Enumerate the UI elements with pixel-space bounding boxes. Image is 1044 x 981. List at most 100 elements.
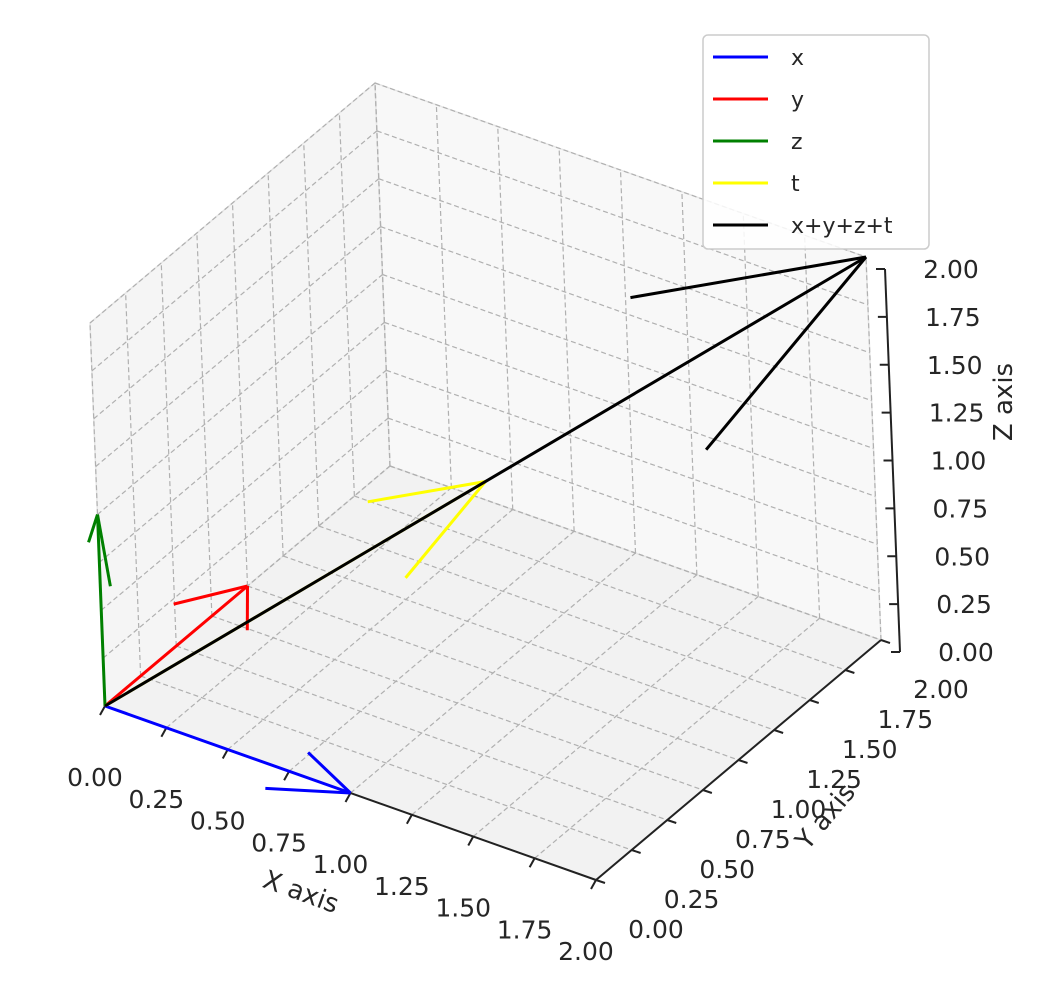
grid-line [378, 178, 870, 354]
grid-line [91, 130, 378, 372]
z-tick-label: 0.75 [933, 494, 989, 523]
x-tick-label: 1.00 [313, 850, 369, 879]
z-axis-label: Z axis [989, 363, 1019, 441]
vector-z [87, 514, 112, 707]
tick-labels: 0.000.250.500.751.001.251.501.752.000.00… [67, 255, 994, 966]
x-tick [467, 836, 475, 846]
vector-head [704, 256, 868, 451]
y-tick-label: 0.50 [699, 855, 755, 884]
x-tick-label: 0.00 [67, 763, 123, 792]
legend-entry: x+y+z+t [713, 214, 893, 239]
grid-line [176, 645, 668, 821]
y-tick [809, 699, 820, 704]
y-tick [595, 879, 606, 884]
grid-line [382, 273, 874, 450]
x-tick-label: 1.25 [374, 872, 430, 901]
vector-shaft [104, 255, 867, 708]
y-tick [845, 669, 855, 674]
z-tick-label: 1.75 [925, 303, 981, 332]
y-tick [666, 819, 677, 824]
grid-line [534, 617, 821, 859]
z-tick-label: 0.00 [938, 638, 994, 667]
vector-head [630, 255, 867, 300]
grid-line [472, 596, 759, 837]
y-tick-label: 2.00 [913, 675, 969, 704]
x-tick [221, 749, 229, 759]
y-tick [738, 759, 748, 764]
legend-box [702, 34, 930, 250]
legend-label: x+y+z+t [791, 214, 893, 239]
grid-line [389, 465, 882, 641]
x-tick [590, 879, 597, 890]
x-tick [406, 814, 413, 825]
grid-line [354, 495, 846, 671]
vector-arrows [87, 255, 868, 795]
y-tick-label: 0.00 [628, 915, 684, 944]
legend-label: t [791, 172, 800, 197]
grid-line [387, 417, 880, 593]
vector-head [307, 751, 352, 795]
y-tick-label: 0.25 [664, 885, 720, 914]
grid-line [102, 417, 389, 659]
x-tick-label: 2.00 [558, 937, 614, 966]
vector-head [404, 480, 487, 579]
y-tick [880, 639, 891, 644]
vector-head [367, 480, 486, 504]
legend-entry: t [713, 172, 800, 197]
grid-line [247, 585, 739, 761]
grid-line [384, 321, 876, 497]
z-tick-label: 1.50 [927, 351, 983, 380]
grid-line [411, 574, 698, 816]
z-tick-label: 0.50 [934, 542, 990, 571]
x-tick-label: 0.25 [129, 785, 185, 814]
grid-line [380, 226, 872, 402]
grid-line [93, 178, 380, 420]
z-tick-label: 1.25 [929, 399, 985, 428]
x-tick-label: 0.75 [251, 828, 307, 857]
vector-shaft [104, 584, 249, 708]
vector-head [173, 584, 248, 606]
z-tick-label: 2.00 [923, 255, 979, 284]
grid-line [98, 321, 385, 563]
grid-line [282, 555, 775, 731]
grid-line [386, 369, 878, 545]
grid-line [89, 82, 376, 324]
x-tick [160, 727, 168, 738]
legend-label: z [791, 130, 803, 155]
x-tick [283, 770, 290, 781]
grid-line [140, 675, 632, 851]
vector-x [104, 704, 352, 795]
x-tick-label: 1.75 [497, 915, 553, 944]
x-tick [528, 857, 536, 868]
vector-shaft [104, 704, 352, 795]
y-tick-label: 1.00 [771, 795, 827, 824]
z-tick-label: 1.00 [931, 447, 987, 476]
vector-x-y-z-t [104, 255, 868, 708]
grid-line [100, 369, 387, 611]
legend-label: x [791, 46, 804, 71]
z-tick-label: 0.25 [936, 590, 992, 619]
legend-entry: z [713, 130, 803, 155]
grid-line [95, 226, 382, 468]
vector-head [87, 514, 99, 543]
vector-shaft [96, 514, 107, 707]
vector-head [265, 786, 351, 795]
y-tick-label: 0.75 [735, 825, 791, 854]
grid-line [318, 525, 810, 701]
x-tick [344, 792, 352, 803]
y-tick-label: 1.25 [806, 765, 862, 794]
legend-entry: x [713, 46, 804, 71]
grid-line [376, 130, 869, 306]
x-tick-label: 0.50 [190, 807, 246, 836]
y-tick [631, 849, 641, 854]
x-tick [99, 705, 106, 716]
vector-head [96, 514, 112, 587]
legend-entry: y [713, 88, 804, 113]
y-tick-label: 1.75 [878, 705, 934, 734]
x-tick-label: 1.50 [435, 894, 491, 923]
y-tick [773, 729, 784, 734]
y-tick-label: 1.50 [842, 735, 898, 764]
legend-label: y [791, 88, 804, 113]
